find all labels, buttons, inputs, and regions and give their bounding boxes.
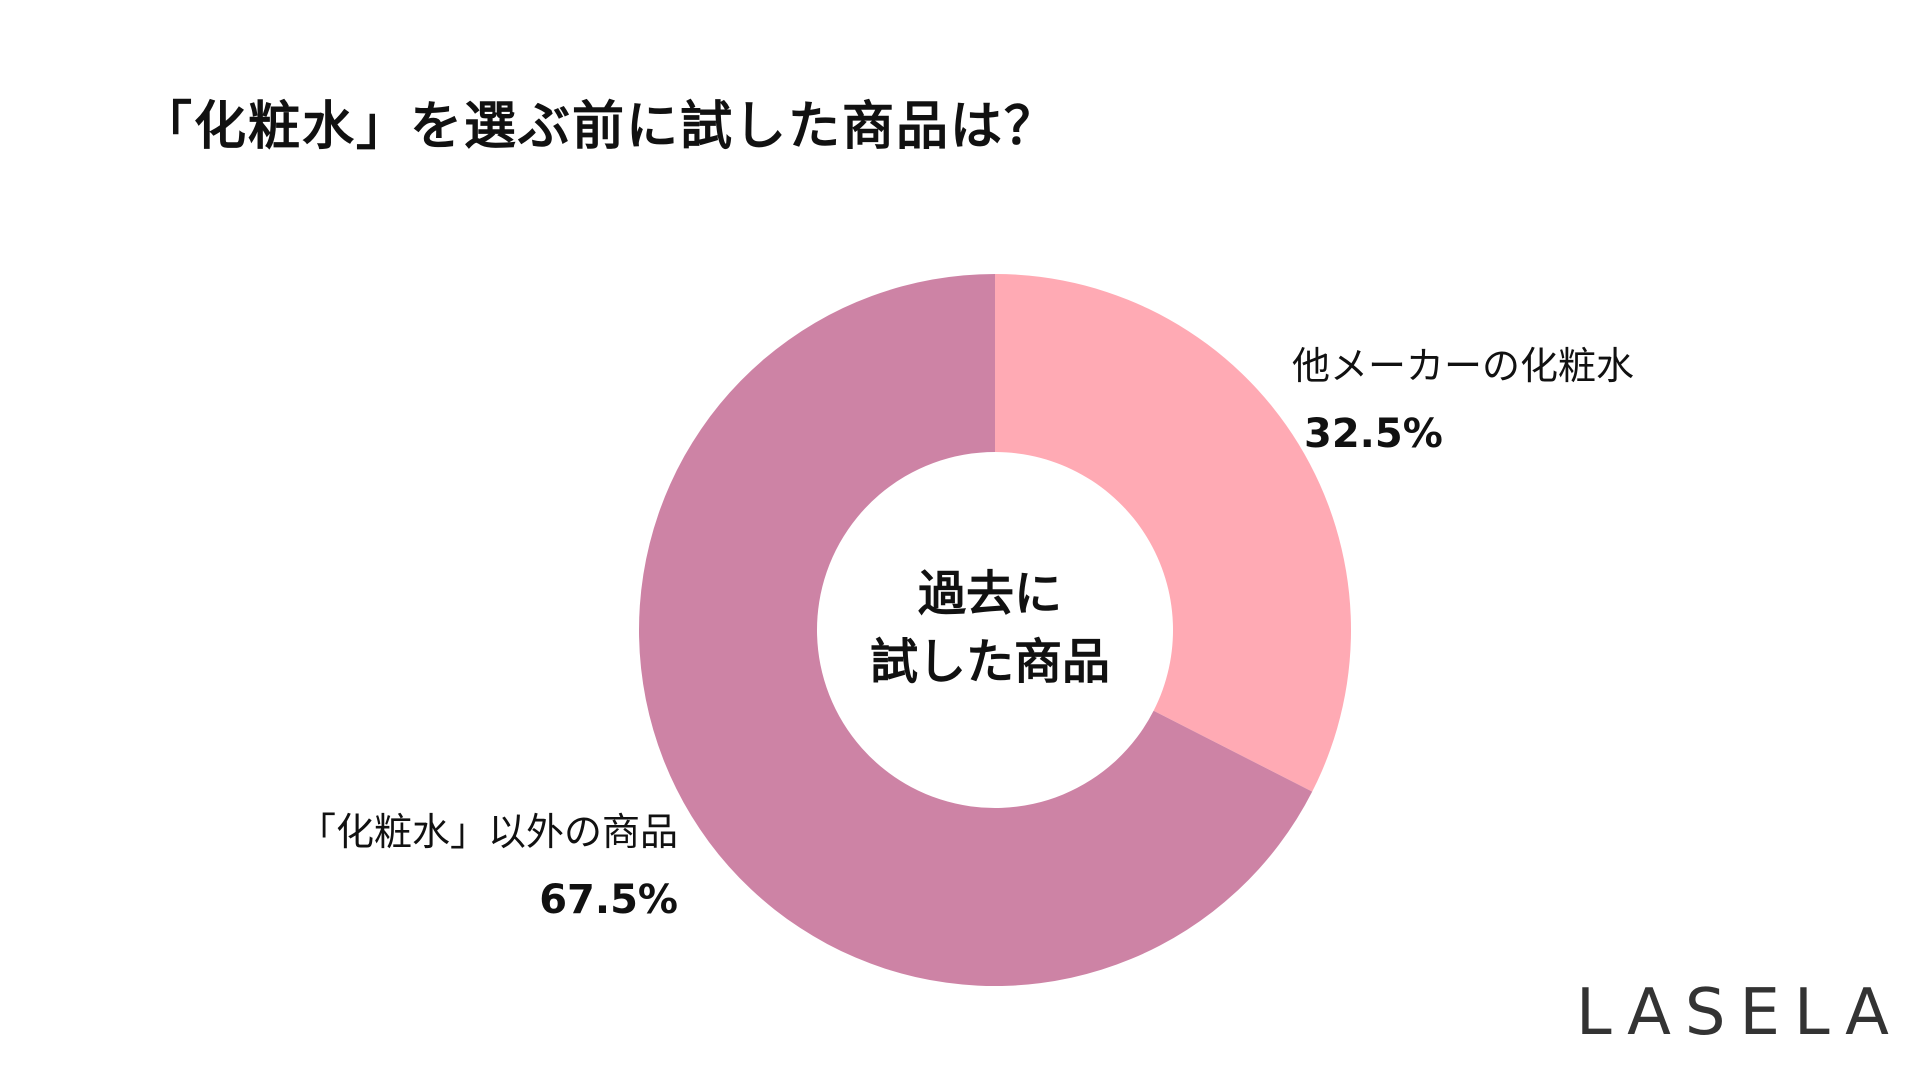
donut-center-label: 過去に 試した商品 [860, 560, 1120, 696]
slice-data-label: 67.5% [539, 877, 678, 923]
center-label-line-1: 過去に [917, 566, 1062, 622]
slice-data-label: 32.5% [1304, 411, 1443, 457]
slice-label-name: 「化粧水」以外の商品 [297, 810, 678, 854]
donut-slice-2 [638, 273, 1313, 986]
brand-logo: LASELA [1576, 976, 1903, 1050]
slice-label-non-toner-products: 「化粧水」以外の商品 67.5% [238, 808, 678, 924]
center-label-line-2: 試した商品 [869, 634, 1110, 690]
slice-label-name: 他メーカーの化粧水 [1292, 344, 1635, 388]
chart-title: 「化粧水」を選ぶ前に試した商品は？ [140, 97, 1059, 157]
slice-label-other-brand-toner: 他メーカーの化粧水 32.5% [1292, 342, 1634, 458]
donut-slice-1 [995, 274, 1351, 792]
